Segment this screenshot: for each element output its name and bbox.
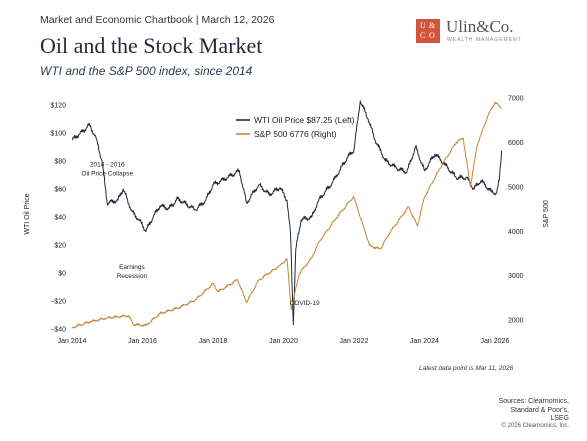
x-axis-tick-label: Jan 2020 (269, 338, 298, 345)
sources-note: Sources: Clearnomics, Standard & Poor's,… (459, 398, 569, 424)
chart-annotation: Oil Price Collapse (81, 171, 133, 178)
left-axis-tick-label: $100 (50, 131, 66, 138)
logo-mark-letter: U (420, 21, 426, 30)
logo-name: Ulin&Co. (446, 17, 514, 36)
latest-data-note: Latest data point is Mar 11, 2026 (419, 365, 514, 372)
right-axis-tick-label: 4000 (508, 229, 524, 236)
wti-oil-price-line (71, 100, 503, 326)
left-axis-tick-label: −$40 (50, 327, 66, 334)
logo-mark-letter: C (420, 31, 426, 40)
chart-annotation: 2014 - 2016 (90, 162, 125, 169)
logo-tagline: WEALTH MANAGEMENT (447, 37, 522, 43)
left-axis-tick-label: $20 (54, 243, 66, 250)
x-axis-tick-label: Jan 2026 (481, 338, 510, 345)
right-axis-tick-label: 3000 (508, 273, 524, 280)
chartbook-header-line: Market and Economic Chartbook | March 12… (40, 14, 275, 26)
chart-annotation: COVID-19 (290, 300, 320, 307)
x-axis-tick-label: Jan 2022 (340, 338, 369, 345)
legend-label: S&P 500 6776 (Right) (254, 129, 337, 139)
x-axis-tick-label: Jan 2014 (58, 338, 87, 345)
right-axis-tick-label: 6000 (508, 140, 524, 147)
logo-mark-letter: O (429, 31, 435, 40)
right-axis-title: S&P 500 (543, 200, 550, 228)
page-subtitle: WTI and the S&P 500 index, since 2014 (40, 64, 253, 78)
sources-line: Standard & Poor's, (510, 406, 569, 414)
company-logo: U & C O Ulin&Co. WEALTH MANAGEMENT (416, 17, 566, 47)
x-axis-tick-label: Jan 2016 (128, 338, 157, 345)
legend-label: WTI Oil Price $87.25 (Left) (254, 115, 355, 125)
left-axis-tick-label: $60 (54, 187, 66, 194)
chart-annotation: Earnings (119, 264, 145, 271)
sources-line: Sources: Clearnomics, (498, 398, 569, 405)
chart-annotation: Recession (117, 273, 148, 280)
x-axis-tick-label: Jan 2018 (199, 338, 228, 345)
left-axis-title: WTI Oil Price (24, 193, 31, 234)
right-axis-tick-label: 7000 (508, 96, 524, 103)
logo-mark: U & C O (416, 19, 440, 43)
right-axis-tick-label: 2000 (508, 318, 524, 325)
logo-mark-letter: & (429, 21, 436, 30)
left-axis-tick-label: $80 (54, 159, 66, 166)
x-axis-tick-label: Jan 2024 (410, 338, 439, 345)
left-axis-tick-label: −$20 (50, 299, 66, 306)
left-axis-tick-label: $120 (50, 103, 66, 110)
left-axis-tick-label: $0 (58, 271, 66, 278)
copyright-note: © 2026 Clearnomics, Inc. (501, 423, 569, 429)
left-axis-tick-label: $40 (54, 215, 66, 222)
page-title: Oil and the Stock Market (40, 33, 263, 58)
right-axis-tick-label: 5000 (508, 184, 524, 191)
sp500-line (71, 101, 502, 329)
sources-line: LSEG (550, 415, 569, 422)
